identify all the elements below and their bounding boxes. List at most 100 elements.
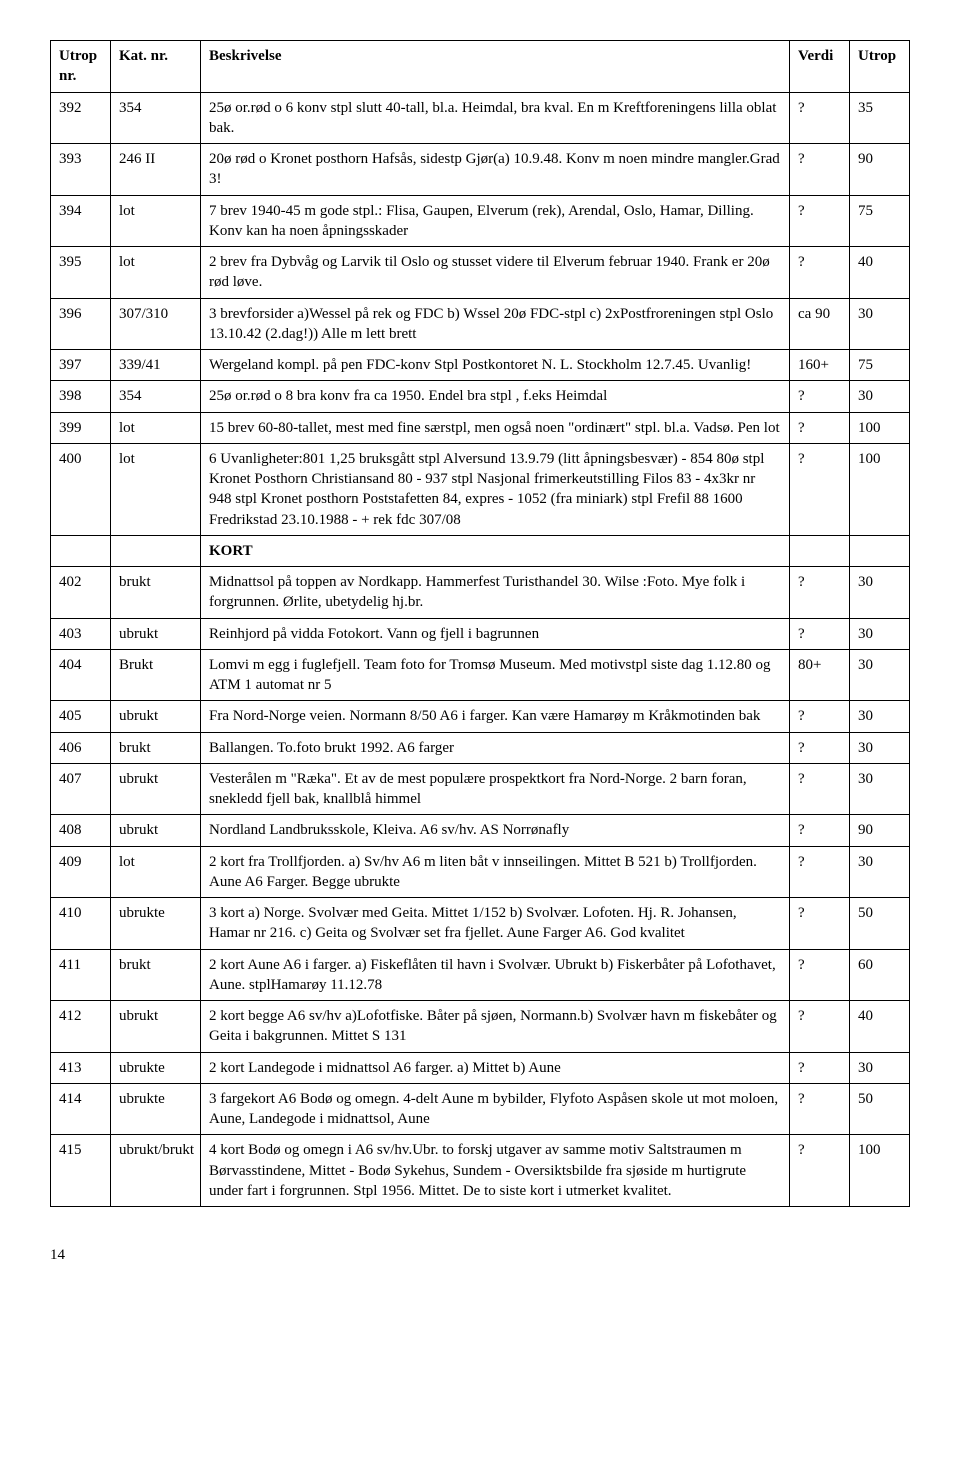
cell-kat_nr: brukt (111, 732, 201, 763)
cell-verdi: ? (790, 567, 850, 619)
table-row: KORT (51, 535, 910, 566)
table-row: 409lot2 kort fra Trollfjorden. a) Sv/hv … (51, 846, 910, 898)
cell-verdi: ? (790, 381, 850, 412)
table-row: 403ubruktReinhjord på vidda Fotokort. Va… (51, 618, 910, 649)
table-row: 411brukt2 kort Aune A6 i farger. a) Fisk… (51, 949, 910, 1001)
table-row: 406bruktBallangen. To.foto brukt 1992. A… (51, 732, 910, 763)
cell-utrop: 100 (850, 1135, 910, 1207)
page-number: 14 (50, 1247, 910, 1264)
cell-beskrivelse: Fra Nord-Norge veien. Normann 8/50 A6 i … (201, 701, 790, 732)
table-row: 414ubrukte3 fargekort A6 Bodø og omegn. … (51, 1083, 910, 1135)
cell-utrop_nr: 404 (51, 649, 111, 701)
cell-utrop_nr: 394 (51, 195, 111, 247)
header-kat-nr: Kat. nr. (111, 41, 201, 93)
cell-utrop_nr: 415 (51, 1135, 111, 1207)
cell-utrop_nr: 410 (51, 898, 111, 950)
cell-beskrivelse: 3 fargekort A6 Bodø og omegn. 4-delt Aun… (201, 1083, 790, 1135)
cell-kat_nr: Brukt (111, 649, 201, 701)
table-header: Utrop nr. Kat. nr. Beskrivelse Verdi Utr… (51, 41, 910, 93)
cell-kat_nr: ubrukte (111, 1052, 201, 1083)
cell-kat_nr (111, 535, 201, 566)
cell-verdi: ? (790, 618, 850, 649)
cell-beskrivelse: Vesterålen m "Ræka". Et av de mest popul… (201, 763, 790, 815)
table-row: 399lot15 brev 60-80-tallet, mest med fin… (51, 412, 910, 443)
cell-verdi: ? (790, 1135, 850, 1207)
cell-utrop: 90 (850, 144, 910, 196)
cell-beskrivelse: Nordland Landbruksskole, Kleiva. A6 sv/h… (201, 815, 790, 846)
cell-utrop_nr: 392 (51, 92, 111, 144)
header-beskrivelse: Beskrivelse (201, 41, 790, 93)
cell-verdi: ? (790, 898, 850, 950)
cell-verdi: ? (790, 1083, 850, 1135)
cell-verdi: ? (790, 949, 850, 1001)
cell-utrop: 50 (850, 898, 910, 950)
cell-beskrivelse: Lomvi m egg i fuglefjell. Team foto for … (201, 649, 790, 701)
table-row: 395lot2 brev fra Dybvåg og Larvik til Os… (51, 247, 910, 299)
cell-kat_nr: ubrukt (111, 618, 201, 649)
cell-kat_nr: 246 II (111, 144, 201, 196)
cell-utrop_nr: 407 (51, 763, 111, 815)
table-row: 396307/3103 brevforsider a)Wessel på rek… (51, 298, 910, 350)
cell-verdi (790, 535, 850, 566)
cell-kat_nr: 354 (111, 92, 201, 144)
auction-lot-table: Utrop nr. Kat. nr. Beskrivelse Verdi Utr… (50, 40, 910, 1207)
table-row: 412ubrukt2 kort begge A6 sv/hv a)Lofotfi… (51, 1001, 910, 1053)
cell-verdi: ? (790, 1001, 850, 1053)
cell-beskrivelse: Wergeland kompl. på pen FDC-konv Stpl Po… (201, 350, 790, 381)
cell-beskrivelse: KORT (201, 535, 790, 566)
cell-utrop_nr: 400 (51, 443, 111, 535)
cell-kat_nr: ubrukte (111, 898, 201, 950)
cell-utrop: 90 (850, 815, 910, 846)
cell-utrop_nr: 413 (51, 1052, 111, 1083)
cell-utrop: 40 (850, 1001, 910, 1053)
cell-beskrivelse: 2 kort Landegode i midnattsol A6 farger.… (201, 1052, 790, 1083)
cell-utrop_nr: 395 (51, 247, 111, 299)
cell-utrop: 100 (850, 412, 910, 443)
cell-utrop_nr: 393 (51, 144, 111, 196)
cell-kat_nr: 339/41 (111, 350, 201, 381)
cell-verdi: ca 90 (790, 298, 850, 350)
cell-beskrivelse: 15 brev 60-80-tallet, mest med fine særs… (201, 412, 790, 443)
cell-utrop_nr: 408 (51, 815, 111, 846)
cell-beskrivelse: 6 Uvanligheter:801 1,25 bruksgått stpl A… (201, 443, 790, 535)
table-body: 39235425ø or.rød o 6 konv stpl slutt 40-… (51, 92, 910, 1207)
cell-utrop: 30 (850, 298, 910, 350)
cell-utrop: 75 (850, 195, 910, 247)
cell-beskrivelse: 25ø or.rød o 6 konv stpl slutt 40-tall, … (201, 92, 790, 144)
cell-utrop: 35 (850, 92, 910, 144)
table-row: 408ubruktNordland Landbruksskole, Kleiva… (51, 815, 910, 846)
table-row: 405ubruktFra Nord-Norge veien. Normann 8… (51, 701, 910, 732)
cell-kat_nr: ubrukt (111, 763, 201, 815)
cell-utrop_nr: 409 (51, 846, 111, 898)
cell-beskrivelse: 3 brevforsider a)Wessel på rek og FDC b)… (201, 298, 790, 350)
header-utrop-nr: Utrop nr. (51, 41, 111, 93)
cell-utrop: 60 (850, 949, 910, 1001)
cell-utrop_nr: 397 (51, 350, 111, 381)
cell-verdi: ? (790, 732, 850, 763)
cell-verdi: 160+ (790, 350, 850, 381)
cell-utrop_nr: 414 (51, 1083, 111, 1135)
cell-utrop_nr: 411 (51, 949, 111, 1001)
cell-beskrivelse: Ballangen. To.foto brukt 1992. A6 farger (201, 732, 790, 763)
cell-kat_nr: ubrukt (111, 1001, 201, 1053)
cell-utrop_nr: 406 (51, 732, 111, 763)
cell-verdi: ? (790, 815, 850, 846)
cell-kat_nr: lot (111, 412, 201, 443)
table-row: 393246 II20ø rød o Kronet posthorn Hafså… (51, 144, 910, 196)
cell-utrop_nr: 402 (51, 567, 111, 619)
cell-utrop: 30 (850, 732, 910, 763)
cell-verdi: ? (790, 195, 850, 247)
cell-verdi: ? (790, 701, 850, 732)
cell-verdi: ? (790, 443, 850, 535)
cell-utrop: 40 (850, 247, 910, 299)
cell-utrop: 30 (850, 763, 910, 815)
cell-kat_nr: brukt (111, 567, 201, 619)
table-row: 39835425ø or.rød o 8 bra konv fra ca 195… (51, 381, 910, 412)
cell-beskrivelse: 2 kort Aune A6 i farger. a) Fiskeflåten … (201, 949, 790, 1001)
cell-kat_nr: ubrukt (111, 815, 201, 846)
cell-utrop_nr: 405 (51, 701, 111, 732)
cell-verdi: ? (790, 144, 850, 196)
cell-beskrivelse: 7 brev 1940-45 m gode stpl.: Flisa, Gaup… (201, 195, 790, 247)
cell-utrop: 30 (850, 618, 910, 649)
cell-utrop (850, 535, 910, 566)
